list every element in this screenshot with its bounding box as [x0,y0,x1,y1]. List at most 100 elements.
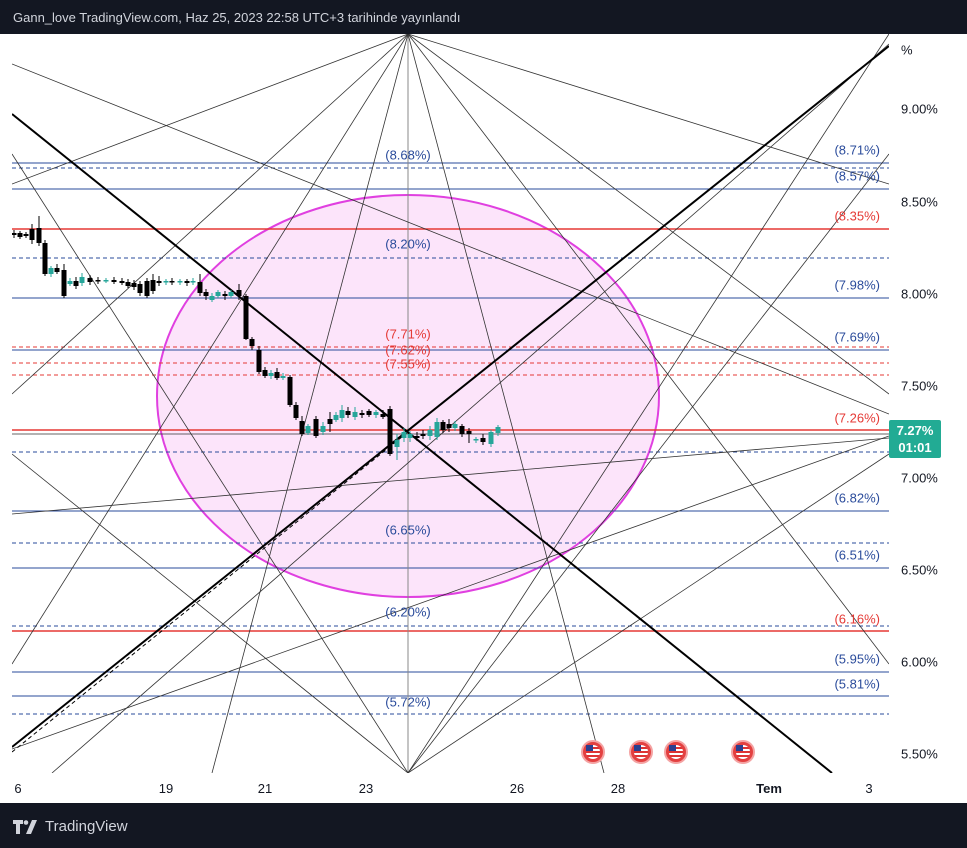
candle-body [320,426,326,432]
chart-pane[interactable]: (8.68%) (8.20%) (7.71%) (7.62%) (7.55%) … [12,34,889,773]
candle-body [36,228,42,243]
candle-body [305,426,311,433]
candle-body [87,278,93,282]
candle-body [373,412,379,415]
level-label-center: (7.71%) [385,326,431,342]
candle-body [12,233,17,235]
candle-body [73,281,79,286]
candle-body [150,280,156,291]
candle-body [222,294,228,296]
candle-body [119,281,125,283]
level-label-center: (5.72%) [385,694,431,710]
time-axis-tick: Tem [756,781,782,796]
level-label-right: (8.57%) [834,168,880,184]
chart-drawing[interactable] [12,34,889,773]
candle-body [125,282,131,286]
tradingview-logo-icon [13,819,37,834]
us-flag-icon[interactable] [731,740,755,764]
level-label-right: (6.82%) [834,490,880,506]
candle-body [333,415,339,420]
dashed-trend-line [12,431,409,753]
time-axis-tick: 28 [610,781,626,796]
axis-corner [889,773,967,803]
price-axis-tick: 7.00% [901,470,938,486]
candle-body [407,434,413,438]
candle-body [287,377,293,405]
price-axis-tick: 7.50% [901,378,938,394]
price-axis-tick: 6.00% [901,654,938,670]
chart-header: Gann_love TradingView.com, Haz 25, 2023 … [0,0,967,34]
candle-body [420,434,426,436]
candle-body [61,270,67,296]
level-label-right: (8.71%) [834,142,880,158]
level-label-right: (7.26%) [834,410,880,426]
candle-body [209,296,215,300]
price-axis[interactable]: % 9.00% 8.50% 8.00% 7.50% 7.00% 6.50% 6.… [889,34,967,773]
time-axis-tick: 3 [865,781,873,796]
level-label-right: (6.16%) [834,611,880,627]
candle-body [366,411,372,415]
candle-body [54,268,60,272]
level-label-right: (6.51%) [834,547,880,563]
us-flag-icon[interactable] [664,740,688,764]
level-label-right: (8.35%) [834,208,880,224]
candle-body [387,409,393,454]
candle-body [446,424,452,428]
price-axis-tick: 5.50% [901,746,938,762]
candle-body [280,376,286,378]
candle-body [203,292,209,296]
price-axis-tick: 6.50% [901,562,938,578]
candle-body [440,422,446,430]
candle-body [256,350,262,372]
candle-body [23,234,29,236]
candle-body [394,440,400,447]
time-axis-tick: 23 [358,781,374,796]
candle-body [459,426,465,434]
footer: TradingView [0,803,967,848]
candle-body [466,431,472,434]
candle-body [184,281,190,283]
candle-body [131,283,137,287]
candle-body [299,421,305,434]
time-axis[interactable]: 6 19 21 23 26 28 Tem 3 [0,773,889,803]
candle-body [169,281,175,283]
level-label-center: (8.20%) [385,236,431,252]
us-flag-icon[interactable] [581,740,605,764]
level-label-center: (7.55%) [385,356,431,372]
us-flag-icon[interactable] [629,740,653,764]
level-label-right: (7.69%) [834,329,880,345]
candle-body [67,281,73,284]
gann-main-diagonals [12,45,889,773]
candle-body [480,438,486,442]
time-axis-tick: 21 [257,781,273,796]
candle-body [111,280,117,282]
candlestick-series [12,216,501,460]
candle-body [42,243,48,274]
candle-body [17,233,23,237]
candle-body [359,413,365,415]
candle-body [103,280,109,282]
level-label-right: (7.98%) [834,277,880,293]
candle-body [243,296,249,339]
candle-body [473,439,479,441]
candle-body [215,292,221,296]
gann-fan-top [12,34,889,773]
candle-body [313,419,319,436]
price-axis-tick: 8.00% [901,286,938,302]
level-label-center: (8.68%) [385,147,431,163]
level-label-center: (6.20%) [385,604,431,620]
level-label-center: (7.62%) [385,342,431,358]
candle-body [48,268,54,274]
candle-body [137,284,143,293]
chart-left-strip [0,34,12,773]
time-axis-tick: 26 [509,781,525,796]
candle-body [268,373,274,376]
price-axis-unit: % [901,42,913,58]
level-label-center: (6.65%) [385,522,431,538]
candle-body [327,419,333,424]
gann-fan-right [12,43,889,773]
candle-body [197,282,203,293]
gann-fan-bottom [12,34,889,773]
candle-body [352,412,358,417]
tradingview-brand[interactable]: TradingView [13,818,128,835]
